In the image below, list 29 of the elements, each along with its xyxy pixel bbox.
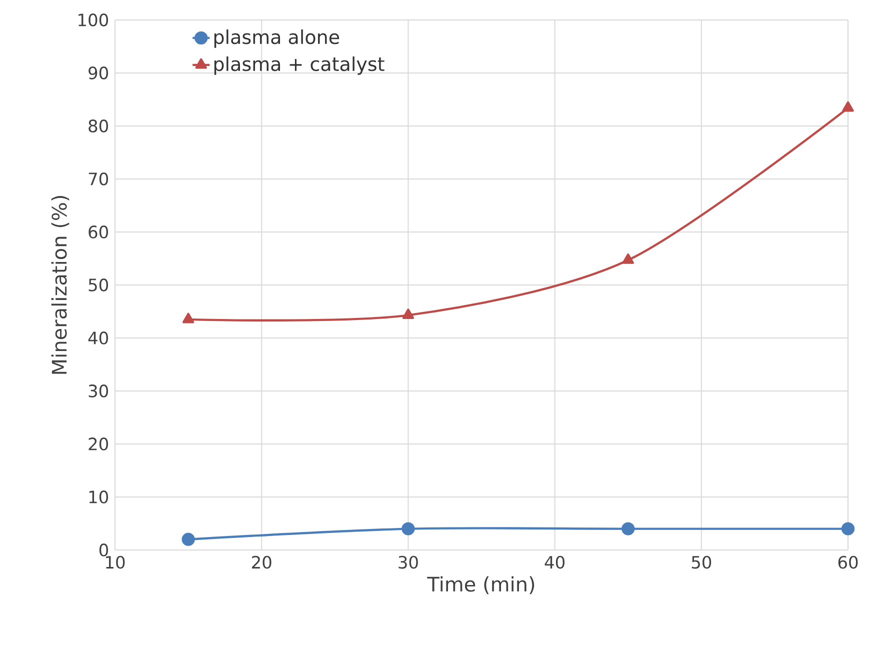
x-tick-label: 30 [398, 556, 418, 569]
y-axis-title: Mineralization (%) [51, 196, 70, 374]
legend-label: plasma alone [214, 29, 340, 48]
point [841, 522, 855, 536]
x-tick-label: 10 [106, 556, 125, 569]
x-tick-label: 50 [692, 556, 712, 569]
point [402, 522, 415, 536]
y-tick-label: 0 [99, 544, 108, 556]
y-tick-label: 90 [88, 66, 108, 80]
point [402, 308, 414, 320]
x-tick-label: 40 [544, 556, 564, 569]
y-tick-label: 40 [88, 332, 108, 344]
y-tick-label: 80 [88, 120, 108, 132]
y-tick-label: 30 [88, 384, 108, 398]
y-tick-label: 50 [88, 278, 108, 292]
point [622, 254, 634, 264]
legend-label: plasma + catalyst [214, 56, 384, 75]
y-tick-label: 10 [89, 490, 108, 504]
x-tick-label: 60 [838, 556, 858, 569]
y-tick-label: 100 [78, 14, 108, 26]
x-axis-title: Time (min) [427, 576, 534, 594]
x-tick-label: 20 [252, 556, 272, 569]
y-tick-label: 60 [88, 226, 108, 238]
y-tick-label: 20 [88, 438, 108, 450]
y-tick-label: 70 [88, 172, 108, 186]
point [842, 101, 854, 112]
point [182, 312, 194, 324]
point [182, 532, 195, 546]
point [622, 522, 635, 536]
